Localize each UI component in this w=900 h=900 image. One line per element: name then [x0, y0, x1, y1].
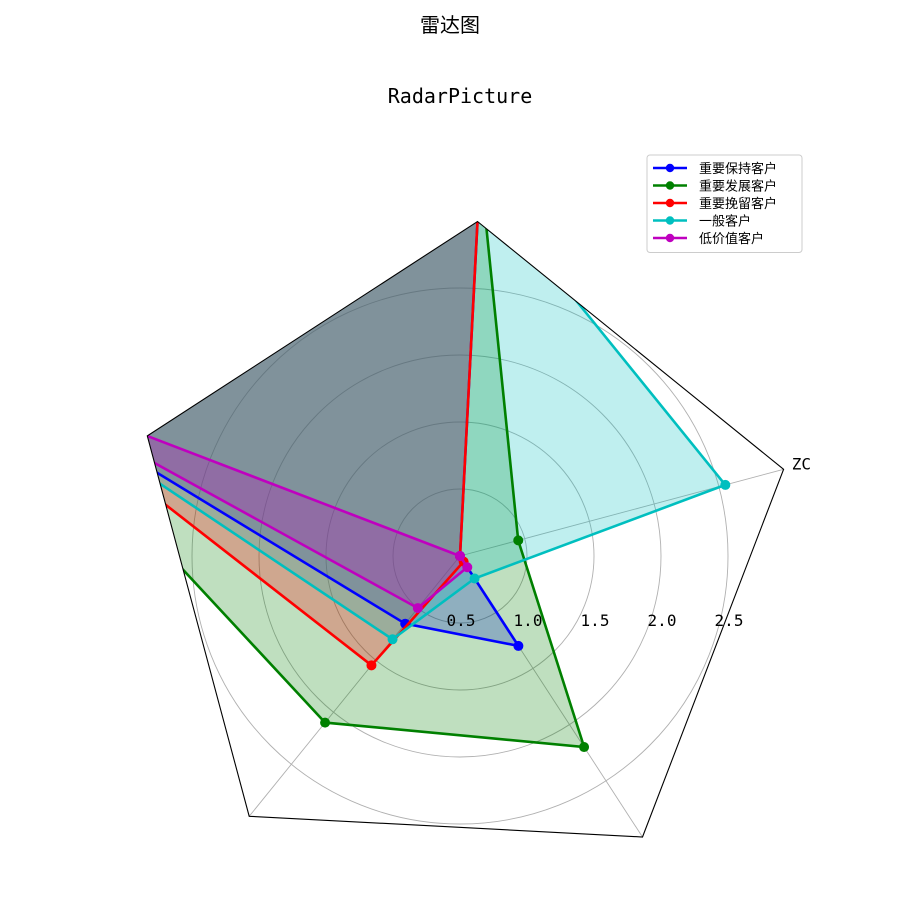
r-tick-label: 1.5 — [581, 611, 610, 630]
legend-marker-4 — [665, 216, 675, 225]
legend-marker-3 — [665, 198, 675, 208]
series-fill-layer — [147, 221, 726, 747]
series-3-point-2 — [477, 150, 486, 159]
series-fill-5 — [147, 383, 468, 609]
series-1-point-3 — [5, 379, 14, 388]
axis-label-1: ZC — [792, 455, 811, 474]
r-tick-label: 1.0 — [514, 611, 543, 630]
series-2-point-5 — [579, 742, 590, 753]
legend-marker-2 — [665, 181, 675, 190]
series-2-point-3 — [5, 379, 14, 388]
grid-ring-3 — [258, 354, 662, 758]
series-fill-4 — [147, 221, 726, 640]
legend-label-5: 低价值客户 — [699, 231, 764, 247]
legend-label-2: 重要发展客户 — [699, 179, 777, 195]
series-5-point-2 — [455, 551, 465, 561]
legend-box — [646, 154, 803, 253]
frame-layer — [146, 220, 785, 838]
series-4-point-3 — [5, 379, 14, 388]
r-tick-label: 2.0 — [648, 611, 677, 630]
series-5-point-4 — [412, 603, 423, 614]
series-5-point-3 — [5, 379, 14, 388]
series-5-point-5 — [462, 562, 473, 573]
series-1-point-5 — [513, 640, 524, 651]
r-tick-label: 0.5 — [447, 611, 476, 630]
legend-label-1: 重要保持客户 — [699, 161, 777, 177]
series-4-point-2 — [475, 177, 484, 186]
series-3-point-3 — [5, 379, 14, 388]
grid-spoke-4 — [248, 555, 461, 817]
grid-ring-4 — [191, 287, 729, 825]
series-2-point-4 — [320, 717, 331, 728]
series-fill-1 — [147, 221, 519, 646]
figure-suptitle: 雷达图 — [420, 13, 480, 37]
series-1-point-2 — [475, 170, 484, 179]
legend-marker-1 — [665, 163, 675, 173]
legend-label-3: 重要挽留客户 — [699, 196, 777, 212]
series-2-point-2 — [476, 163, 485, 172]
chart-title: RadarPicture — [388, 84, 533, 108]
grid-ring-1 — [392, 488, 528, 624]
legend-marker-5 — [665, 233, 675, 243]
radar-frame — [146, 220, 785, 838]
series-4-point-4 — [387, 634, 398, 645]
series-2-point-1 — [513, 535, 524, 546]
r-tick-label: 2.5 — [715, 611, 744, 630]
series-4-point-5 — [469, 573, 480, 584]
series-3-point-4 — [366, 660, 377, 671]
legend-label-4: 一般客户 — [699, 214, 751, 230]
series-4-point-1 — [720, 479, 731, 490]
tick-layer: 0.5 1.0 1.5 2.0 2.5 ZC — [447, 455, 811, 631]
grid-ring-2 — [325, 421, 595, 691]
